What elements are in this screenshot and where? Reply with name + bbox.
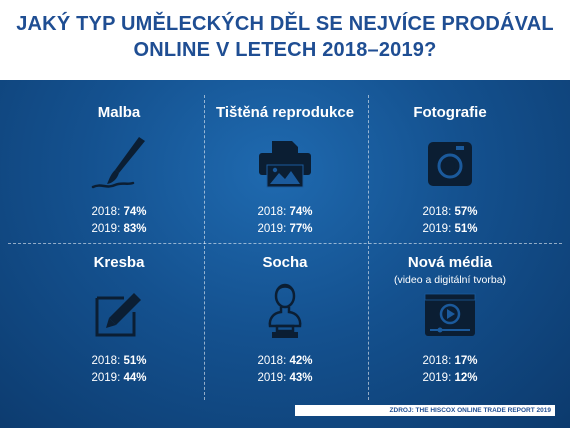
divider-horizontal bbox=[8, 243, 562, 244]
divider-vertical-right bbox=[368, 95, 369, 400]
category-title-fotografie: Fotografie bbox=[413, 104, 487, 121]
category-title-kresba: Kresba bbox=[93, 254, 145, 271]
category-title-malba: Malba bbox=[97, 104, 141, 121]
video-player-icon bbox=[424, 293, 476, 336]
stats-tistena-reprodukce: 2018: 74% 2019: 77% bbox=[257, 206, 313, 235]
stats-nova-media: 2018: 17% 2019: 12% bbox=[422, 355, 478, 384]
stats-socha: 2018: 42% 2019: 43% bbox=[257, 355, 313, 384]
title-line-1: JAKÝ TYP UMĚLECKÝCH DĚL SE NEJVÍCE PRODÁ… bbox=[16, 13, 554, 35]
bust-sculpture-icon bbox=[268, 283, 302, 338]
category-subtitle-nova-media: (video a digitální tvorba) bbox=[393, 274, 507, 286]
source-note: ZDROJ: THE HISCOX ONLINE TRADE REPORT 20… bbox=[295, 405, 555, 416]
divider-vertical-left bbox=[204, 95, 205, 400]
stats-kresba: 2018: 51% 2019: 44% bbox=[91, 355, 147, 384]
paintbrush-icon bbox=[91, 137, 145, 189]
title-line-2: ONLINE V LETECH 2018–2019? bbox=[133, 39, 437, 61]
category-title-nova-media: Nová média (video a digitální tvorba) bbox=[371, 254, 529, 286]
pencil-drawing-icon bbox=[95, 293, 141, 337]
printer-icon bbox=[259, 141, 311, 188]
title-band bbox=[0, 0, 570, 80]
page-title: JAKÝ TYP UMĚLECKÝCH DĚL SE NEJVÍCE PRODÁ… bbox=[0, 11, 570, 63]
stats-malba: 2018: 74% 2019: 83% bbox=[91, 206, 147, 235]
camera-icon bbox=[428, 142, 472, 186]
stats-fotografie: 2018: 57% 2019: 51% bbox=[422, 206, 478, 235]
category-title-socha: Socha bbox=[262, 254, 308, 271]
category-title-tistena-reprodukce: Tištěná reprodukce bbox=[215, 104, 355, 121]
